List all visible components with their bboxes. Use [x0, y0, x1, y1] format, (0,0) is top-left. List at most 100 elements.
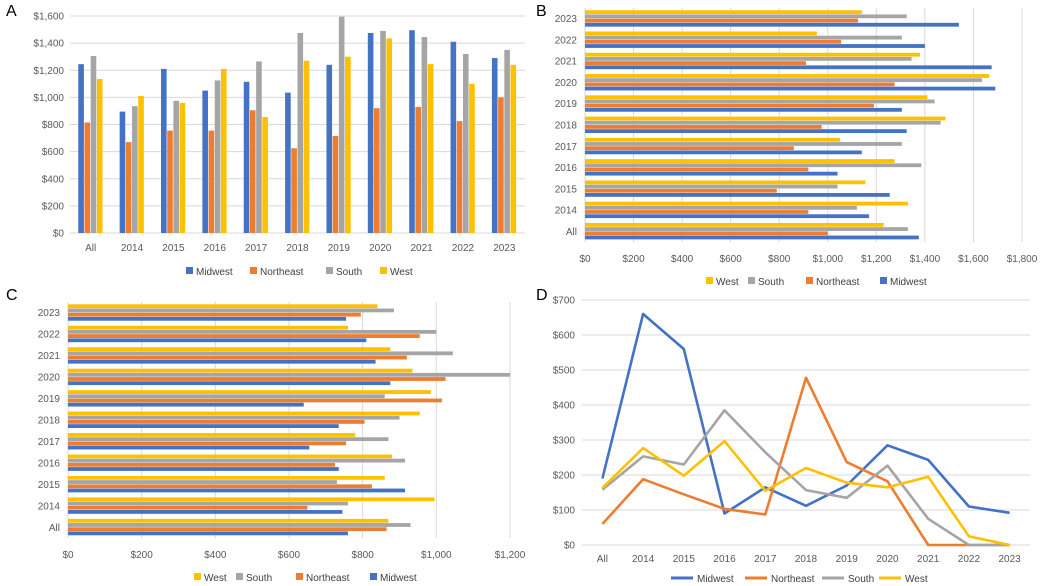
chart-c-legend-label: Midwest — [380, 573, 417, 584]
chart-c-bar — [68, 316, 347, 321]
chart-a-bar — [262, 117, 268, 233]
chart-b-bar — [585, 35, 902, 40]
chart-c-bar — [68, 411, 420, 416]
chart-c-bar — [68, 505, 308, 510]
chart-c-ytick-label: All — [49, 523, 60, 534]
chart-b-bar — [585, 150, 862, 155]
chart-c-xtick-label: $1,000 — [421, 550, 452, 561]
chart-b-xtick-label: $1,200 — [861, 254, 892, 265]
chart-c-ytick-label: 2019 — [38, 394, 61, 405]
chart-d-series-line-northeast — [601, 376, 1010, 547]
chart-c-bar — [68, 467, 339, 471]
chart-c-ytick-label: 2015 — [38, 480, 61, 491]
chart-c-bar — [68, 497, 435, 502]
chart-d-legend-label: West — [905, 574, 928, 585]
chart-a-bar — [167, 130, 173, 233]
chart-b-xtick-label: $200 — [622, 254, 645, 265]
chart-b-bar — [585, 56, 912, 61]
chart-b-legend-swatch — [880, 277, 887, 284]
chart-c-bar — [68, 394, 385, 399]
chart-c-bar — [68, 518, 389, 523]
chart-d-xtick-label: 2020 — [876, 554, 899, 565]
chart-a-bar — [220, 68, 227, 233]
chart-c-bar — [68, 433, 356, 437]
chart-b-bar — [585, 146, 794, 151]
chart-b-bar — [585, 188, 777, 193]
chart-a-bar — [161, 68, 167, 233]
chart-a-bar — [345, 56, 351, 233]
chart-b-legend-swatch — [748, 277, 755, 284]
chart-b-ytick-label: 2015 — [555, 184, 578, 195]
chart-b-bar — [585, 193, 890, 197]
chart-c-bar — [68, 420, 365, 424]
chart-a-bar — [138, 96, 144, 233]
chart-b-legend-label: Midwest — [890, 277, 927, 288]
chart-a-bar — [491, 58, 498, 234]
chart-b-bar — [585, 22, 959, 27]
chart-c-bar — [68, 527, 387, 532]
chart-c-xtick-label: $1,200 — [495, 550, 526, 561]
chart-a-bar — [367, 32, 374, 233]
chart-b-bar — [585, 184, 838, 189]
chart-d-ytick-label: $100 — [553, 506, 576, 517]
chart-d-ytick-label: $500 — [553, 366, 576, 377]
chart-c-bar — [68, 437, 389, 442]
chart-a-legend-label: South — [336, 267, 362, 278]
chart-b-bar — [585, 222, 884, 227]
chart-b-bar — [585, 78, 982, 83]
chart-c-bar — [68, 381, 391, 386]
chart-c-ytick-label: 2022 — [38, 330, 61, 341]
chart-b-bar — [585, 210, 809, 214]
chart-b-ytick-label: 2021 — [555, 57, 578, 68]
chart-b-legend-label: Northeast — [816, 277, 860, 288]
chart-b-bar — [585, 103, 874, 108]
chart-b-bar — [585, 74, 990, 78]
chart-c-bar — [68, 312, 361, 317]
chart-d-ytick-label: $200 — [553, 471, 576, 482]
chart-c-xtick-label: $0 — [62, 550, 74, 561]
chart-a-bar — [510, 64, 517, 233]
chart-d-xtick-label: 2023 — [999, 554, 1022, 565]
chart-d-ytick-label: $600 — [553, 331, 576, 342]
chart-c-bar — [68, 355, 407, 360]
chart-b-bar — [585, 163, 922, 168]
chart-a-bar — [332, 136, 339, 233]
chart-a-bar — [415, 106, 421, 233]
chart-c-bar — [68, 338, 367, 343]
chart-b-bar — [585, 235, 919, 240]
chart-c-bar — [68, 441, 347, 446]
chart-b-bar — [585, 14, 907, 19]
chart-c-ytick-label: 2023 — [38, 308, 61, 319]
chart-b-legend-label: South — [758, 277, 784, 288]
chart-c-bar — [68, 488, 406, 493]
chart-a-bar — [249, 110, 256, 233]
chart-a-ytick-label: $200 — [42, 201, 65, 212]
chart-a-ytick-label: $1,200 — [33, 66, 64, 77]
chart-b-bar — [585, 65, 992, 70]
chart-c-bar — [68, 510, 343, 514]
chart-c-ytick-label: 2020 — [38, 373, 61, 384]
chart-b-bar — [585, 31, 817, 36]
chart-a-xtick-label: 2020 — [369, 243, 392, 254]
chart-a-xtick-label: All — [85, 243, 96, 254]
chart-c-bar — [68, 402, 304, 407]
chart-a-xtick-label: 2023 — [493, 243, 516, 254]
chart-c-legend: West South Northeast Midwest — [194, 573, 417, 584]
chart-c-bar — [68, 445, 310, 450]
chart-a-bar — [291, 148, 297, 233]
chart-a-bar — [498, 97, 504, 233]
chart-c-xtick-label: $800 — [352, 550, 375, 561]
chart-a-bar — [243, 81, 250, 233]
chart-b-bar — [585, 227, 908, 231]
chart-d-series-line-midwest — [601, 312, 1010, 515]
chart-a: $0 $200 $400 $600 $800 $1,000 $1,200 $1,400 $1,6… — [33, 12, 525, 254]
chart-a-xtick-label: 2019 — [328, 243, 351, 254]
chart-b-bar — [585, 82, 895, 87]
chart-c-ytick-label: 2021 — [38, 351, 61, 362]
chart-d-xtick-label: 2016 — [713, 554, 736, 565]
chart-d-xtick-label: 2017 — [754, 554, 777, 565]
chart-a-legend-label: Northeast — [260, 267, 304, 278]
chart-b-bar — [585, 129, 907, 133]
chart-b-legend-swatch — [806, 277, 813, 284]
chart-d-panel-label: D — [536, 287, 548, 304]
